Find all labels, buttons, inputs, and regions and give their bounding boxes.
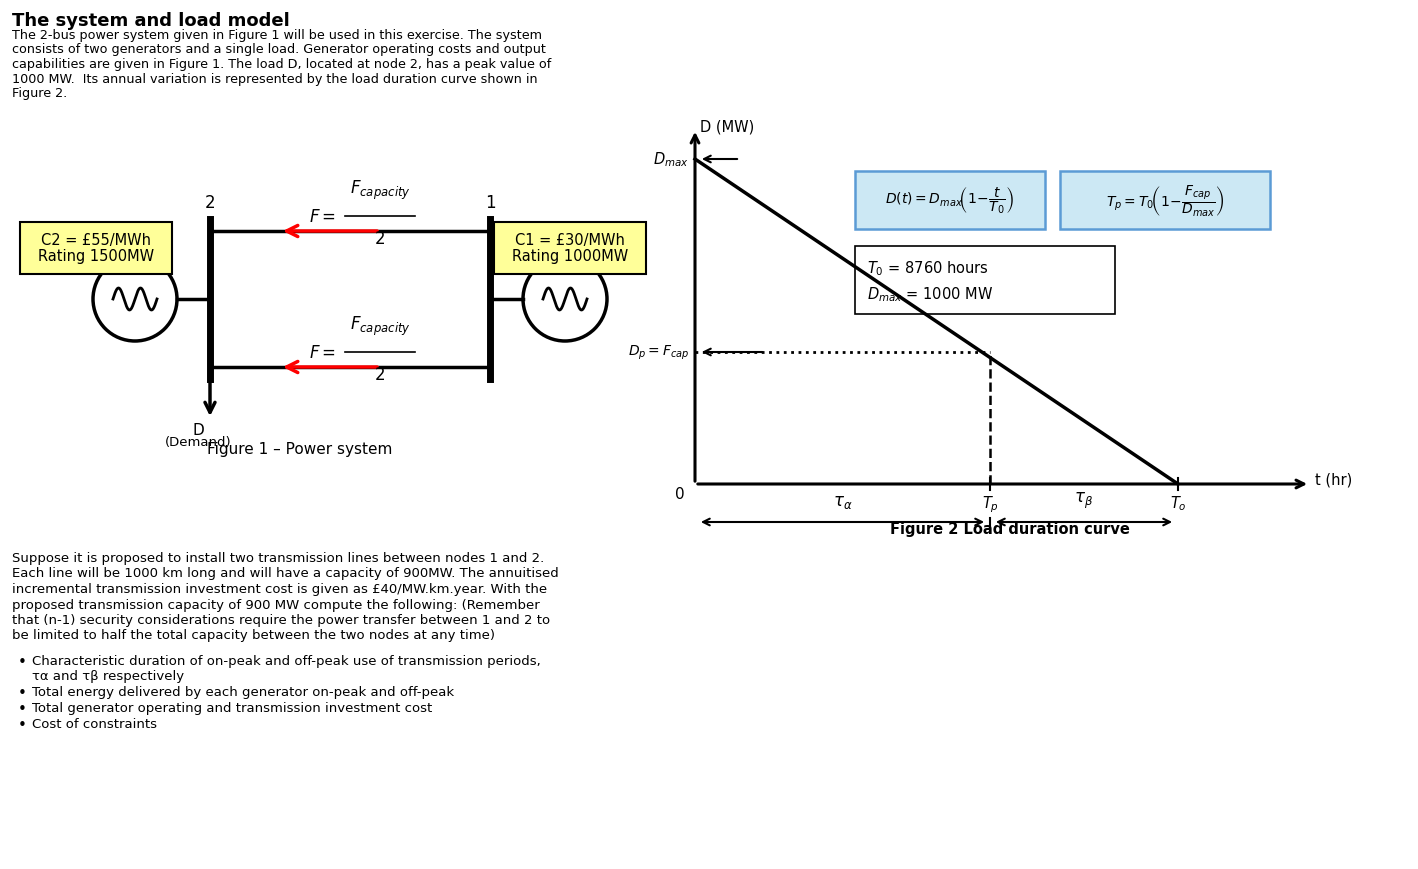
Text: be limited to half the total capacity between the two nodes at any time): be limited to half the total capacity be… (11, 629, 495, 642)
Text: $T_p=T_0\!\left(1\!-\!\dfrac{F_{cap}}{D_{max}}\right)$: $T_p=T_0\!\left(1\!-\!\dfrac{F_{cap}}{D_… (1106, 183, 1224, 218)
Text: Figure 1 – Power system: Figure 1 – Power system (207, 441, 393, 456)
Text: that (n-1) security considerations require the power transfer between 1 and 2 to: that (n-1) security considerations requi… (11, 614, 550, 627)
Text: $\tau_{\beta}$: $\tau_{\beta}$ (1075, 490, 1093, 510)
Text: proposed transmission capacity of 900 MW compute the following: (Remember: proposed transmission capacity of 900 MW… (11, 598, 540, 611)
Text: •: • (18, 701, 27, 716)
Text: •: • (18, 717, 27, 733)
Text: Rating 1500MW: Rating 1500MW (38, 249, 155, 264)
Text: (Demand): (Demand) (164, 435, 231, 448)
Text: Figure 2 Load duration curve: Figure 2 Load duration curve (891, 521, 1130, 536)
Text: consists of two generators and a single load. Generator operating costs and outp: consists of two generators and a single … (11, 43, 546, 56)
Text: incremental transmission investment cost is given as £40/MW.km.year. With the: incremental transmission investment cost… (11, 582, 547, 595)
Text: The system and load model: The system and load model (11, 12, 289, 30)
Text: $T_o$: $T_o$ (1170, 494, 1187, 512)
Text: $F_{capacity}$: $F_{capacity}$ (350, 315, 410, 338)
Text: $F=$: $F=$ (309, 208, 336, 226)
Text: 1: 1 (485, 194, 495, 212)
Text: Characteristic duration of on-peak and off-peak use of transmission periods,: Characteristic duration of on-peak and o… (33, 654, 540, 667)
Bar (855, 247, 1115, 315)
Text: $T_0$ = 8760 hours: $T_0$ = 8760 hours (866, 259, 988, 277)
Text: D (MW): D (MW) (700, 120, 754, 135)
Text: Cost of constraints: Cost of constraints (33, 717, 157, 730)
Text: C1 = £30/MWh: C1 = £30/MWh (515, 233, 625, 249)
Bar (1061, 172, 1271, 229)
Text: •: • (18, 654, 27, 669)
Text: Suppose it is proposed to install two transmission lines between nodes 1 and 2.: Suppose it is proposed to install two tr… (11, 551, 545, 564)
Text: $D_{max}$: $D_{max}$ (654, 150, 689, 169)
Text: 1000 MW.  Its annual variation is represented by the load duration curve shown i: 1000 MW. Its annual variation is represe… (11, 72, 537, 85)
Bar (20, 222, 172, 275)
Text: 2: 2 (374, 229, 386, 248)
Text: $D_p = F_{cap}$: $D_p = F_{cap}$ (628, 343, 689, 362)
Text: $T_p$: $T_p$ (981, 494, 998, 514)
Text: Figure 2.: Figure 2. (11, 87, 67, 100)
Text: Total energy delivered by each generator on-peak and off-peak: Total energy delivered by each generator… (33, 686, 454, 698)
Text: Rating 1000MW: Rating 1000MW (512, 249, 628, 264)
Text: $D_{max}$ = 1000 MW: $D_{max}$ = 1000 MW (866, 285, 993, 303)
Text: Total generator operating and transmission investment cost: Total generator operating and transmissi… (33, 701, 432, 714)
Text: 2: 2 (204, 194, 216, 212)
Text: τα and τβ respectively: τα and τβ respectively (33, 669, 184, 682)
Text: 2: 2 (374, 366, 386, 383)
Text: Each line will be 1000 km long and will have a capacity of 900MW. The annuitised: Each line will be 1000 km long and will … (11, 567, 559, 580)
Bar (855, 172, 1045, 229)
Text: capabilities are given in Figure 1. The load D, located at node 2, has a peak va: capabilities are given in Figure 1. The … (11, 58, 552, 71)
Text: $F_{capacity}$: $F_{capacity}$ (350, 179, 410, 202)
Text: D: D (191, 422, 204, 437)
Text: C2 = £55/MWh: C2 = £55/MWh (41, 233, 150, 249)
Text: $F=$: $F=$ (309, 343, 336, 362)
Text: $D(t)=D_{max}\!\left(1\!-\!\dfrac{t}{T_0}\right)$: $D(t)=D_{max}\!\left(1\!-\!\dfrac{t}{T_0… (885, 185, 1015, 216)
Text: The 2-bus power system given in Figure 1 will be used in this exercise. The syst: The 2-bus power system given in Figure 1… (11, 29, 542, 42)
Text: $\tau_{\alpha}$: $\tau_{\alpha}$ (832, 493, 852, 510)
Bar (493, 222, 647, 275)
Text: •: • (18, 686, 27, 700)
Text: t (hr): t (hr) (1314, 472, 1353, 487)
Text: 0: 0 (675, 487, 685, 501)
